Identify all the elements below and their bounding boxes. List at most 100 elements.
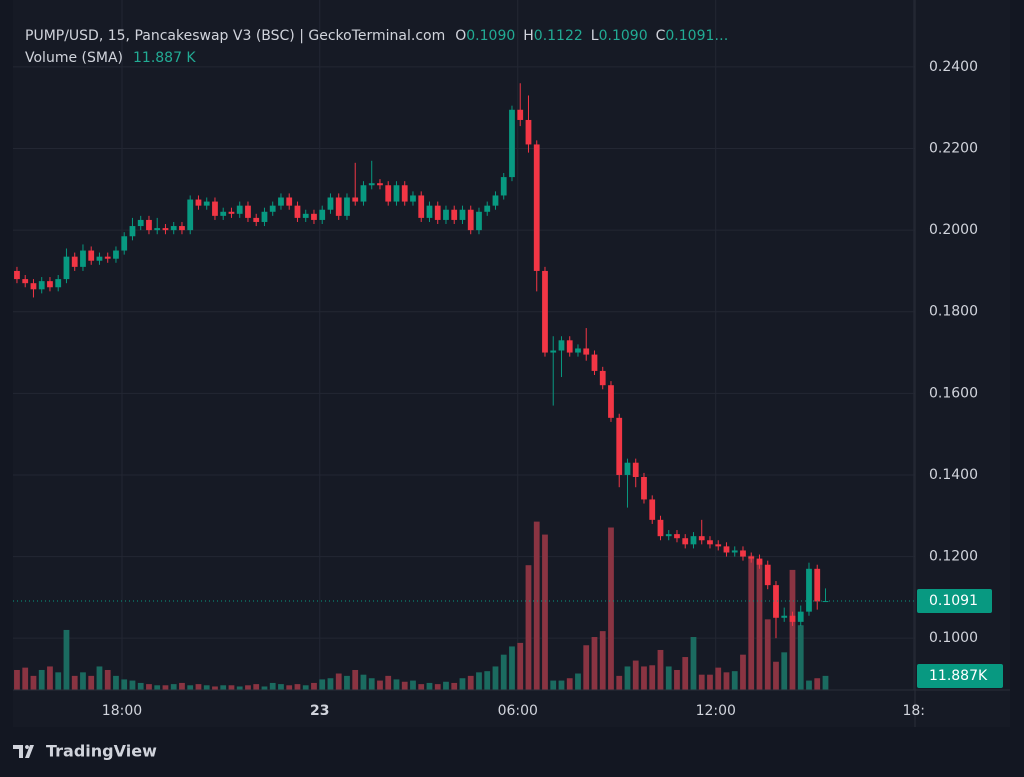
volume-bar [533,521,540,690]
brand-logo [13,745,34,758]
price-label: 0.1091 [929,593,978,609]
candle-body [608,385,614,418]
volume-bar [814,678,821,690]
candle-body [756,558,763,565]
brand: TradingView [13,742,157,761]
volume-bar [195,684,202,690]
volume-bar [55,672,62,690]
candle-body [179,226,185,231]
candle-body [467,209,474,231]
volume-bar [509,646,515,690]
candle-body [657,519,664,537]
candle-body [245,205,251,218]
volume-bar [500,654,507,690]
candle-body [566,340,573,353]
candle-body [88,250,95,261]
candle-body [500,177,507,196]
volume-bar [797,625,804,690]
volume-bar [38,669,45,690]
candle-body [682,538,689,545]
candle-body [269,205,276,212]
candle-body [368,183,375,186]
volume-bar [707,674,713,690]
candle-body [22,279,29,284]
volume-bar [170,684,177,690]
volume-series [14,521,829,690]
candle-body [781,615,788,618]
volume-bar [443,681,449,690]
volume-bar [624,666,631,690]
volume-bar [715,667,722,690]
volume-bar [71,675,78,690]
volume-bar [154,685,161,690]
candle-body [236,205,243,214]
volume-bar [558,680,565,690]
candle-body [715,544,722,547]
x-tick-label: 18:00 [102,703,142,719]
volume-bar [319,679,326,690]
volume-bar [517,642,524,690]
candle-body [302,213,309,218]
ohlc-key: C [656,28,666,44]
candle-body [707,540,713,545]
ohlc-key: L [591,28,599,44]
volume-bar [327,678,334,690]
candle-body [731,550,738,553]
candle-body [377,183,383,186]
volume-bar [698,674,705,690]
volume-bar [575,673,581,690]
volume-bar [781,652,788,690]
candle-body [104,256,111,259]
candle-body [533,144,540,271]
candle-body [47,281,53,288]
candle-body [220,211,227,216]
volume-bar [756,560,763,690]
candle-body [228,211,235,214]
candle-body [484,205,491,212]
volume-bar [583,645,590,690]
candle-body [426,205,433,218]
volume-bar [410,680,416,690]
candle-body [789,615,796,622]
candle-body [410,195,416,202]
volume-bar [525,565,532,690]
candle-body [418,195,425,218]
volume-bar [393,679,400,690]
volume-bar [137,682,144,690]
overlay: 0.1091 11.887K [13,589,1003,688]
volume-bar [344,675,350,690]
candle-body [492,195,499,206]
volume-bar [187,685,194,690]
candle-body [575,348,581,353]
candle-body [641,477,647,500]
grid [13,0,915,690]
x-tick-label: 23 [310,703,329,719]
candle-body [113,250,119,259]
volume-bar [451,682,458,690]
ohlc-key: H [523,28,534,44]
volume-bar [286,685,293,690]
candle-body [542,270,548,353]
candle-body [195,199,202,206]
volume-bar [162,685,169,690]
x-tick-label: 12:00 [696,703,736,719]
candle-body [253,217,260,222]
volume-legend: Volume (SMA) 11.887 K [25,50,196,66]
candle-body [443,209,449,220]
volume-legend-value: 11.887 K [133,50,196,66]
title: PUMP/USD, 15, Pancakeswap V3 (BSC) | Gec… [25,28,445,44]
volume-bar [129,680,136,690]
volume-bar [236,686,243,690]
candle-series [14,83,829,639]
volume-bar [789,569,796,690]
candle-body [624,462,631,475]
volume-bar [179,682,185,690]
volume-bar [641,666,647,690]
candle-body [319,209,326,220]
volume-bar [278,684,284,690]
volume-bar [632,660,639,690]
candle-body [773,585,779,618]
x-tick-label: 18: [902,703,925,719]
ohlc-legend: O0.1090 H0.1122 L0.1090 C0.1091… [455,28,728,44]
